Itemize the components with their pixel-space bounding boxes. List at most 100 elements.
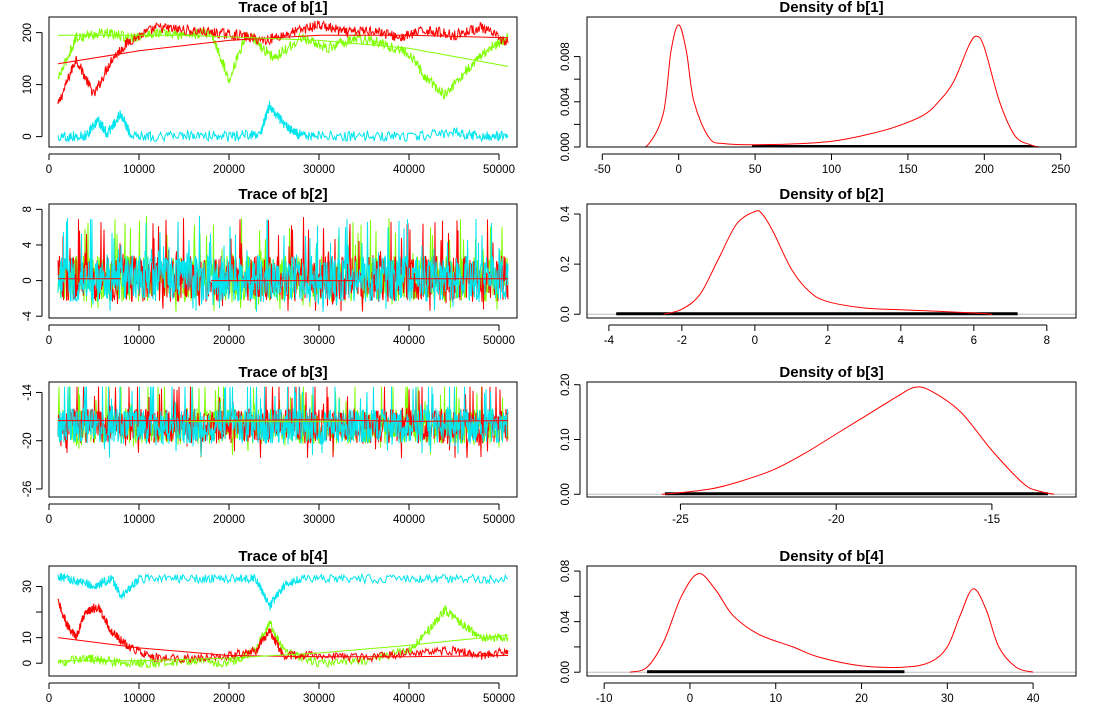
panel-title: Trace of b[3]	[238, 364, 327, 381]
x-tick-label: 10000	[123, 164, 155, 176]
x-tick-label: -2	[677, 335, 687, 347]
x-tick-label: 20	[855, 693, 868, 705]
x-tick-label: -4	[604, 335, 615, 347]
y-tick-label: 0.2	[560, 256, 572, 272]
plot-area	[57, 215, 509, 313]
x-tick-label: -20	[828, 514, 845, 526]
x-tick-label: 10000	[123, 693, 155, 705]
plot-area	[57, 386, 509, 459]
x-tick-label: 0	[46, 693, 52, 705]
y-tick-label: 0.04	[560, 610, 572, 633]
y-tick-label: 0.4	[560, 205, 572, 222]
density-rug	[752, 145, 1034, 147]
x-tick-label: 0	[687, 693, 693, 705]
x-tick-label: 10	[769, 693, 782, 705]
x-tick-label: 0	[46, 164, 52, 176]
x-tick-label: 40000	[393, 164, 425, 176]
y-tick-label: 0.20	[560, 374, 572, 396]
panel-7: Trace of b[4] 0 10000 20000 30000 40000 50000 0…	[22, 548, 518, 705]
x-tick-label: 250	[1051, 164, 1070, 176]
x-tick-label: 30000	[303, 693, 335, 705]
y-tick-label: -26	[22, 481, 34, 498]
panel-title: Trace of b[1]	[238, 0, 327, 16]
x-tick-label: 30	[941, 693, 954, 705]
panel-frame	[586, 381, 1077, 498]
y-tick-label: 0.008	[560, 42, 572, 71]
panel-3: Trace of b[2] 0 10000 20000 30000 40000 50000 -…	[22, 186, 518, 347]
trend-line-1	[57, 637, 509, 658]
x-tick-label: 20000	[213, 164, 245, 176]
density-curve	[663, 210, 993, 315]
panel-1: Trace of b[1] 0 10000 20000 30000 40000 50000 0…	[22, 0, 518, 176]
plot-area	[57, 572, 509, 669]
y-tick-label: 10	[22, 631, 34, 644]
x-tick-label: 20000	[213, 514, 245, 526]
x-tick-label: 10000	[123, 514, 155, 526]
density-curve	[661, 386, 1055, 495]
trace-chain-3	[57, 386, 509, 458]
trace-series-1	[57, 19, 509, 105]
density-rug	[664, 492, 1048, 496]
x-tick-label: 200	[975, 164, 994, 176]
x-tick-label: 0	[46, 335, 52, 347]
x-tick-label: 40000	[393, 693, 425, 705]
y-tick-label: -14	[22, 384, 34, 401]
density-curve	[629, 573, 1034, 673]
y-tick-label: 8	[22, 206, 34, 212]
trend-line-2	[58, 34, 509, 67]
y-tick-label: 0.00	[560, 483, 572, 505]
panel-title: Trace of b[2]	[238, 186, 327, 203]
y-tick-label: 0	[22, 660, 34, 666]
x-tick-label: 10000	[123, 335, 155, 347]
trace-series-1	[57, 598, 509, 664]
x-tick-label: 50000	[483, 514, 515, 526]
panel-frame	[48, 16, 518, 148]
x-tick-label: 8	[1044, 335, 1050, 347]
y-tick-label: 0.00	[560, 661, 572, 683]
x-tick-label: -10	[596, 693, 613, 705]
y-tick-label: 0.10	[560, 428, 572, 450]
density-curve	[635, 24, 1040, 147]
panel-frame	[586, 565, 1077, 677]
panel-title: Trace of b[4]	[238, 548, 327, 565]
y-tick-label: 4	[22, 241, 34, 248]
x-tick-label: -15	[984, 514, 1001, 526]
x-tick-label: 30000	[303, 514, 335, 526]
panel-frame	[48, 381, 518, 498]
trace-series-3	[57, 101, 509, 143]
x-tick-label: 40	[1027, 693, 1040, 705]
x-tick-label: 100	[822, 164, 841, 176]
y-tick-label: 100	[22, 75, 34, 94]
y-tick-label: 30	[22, 580, 34, 593]
x-tick-label: 40000	[393, 335, 425, 347]
x-tick-label: 150	[898, 164, 917, 176]
plot-area	[57, 19, 509, 143]
y-tick-label: 0	[22, 277, 34, 283]
x-tick-label: 0	[46, 514, 52, 526]
panel-4: Density of b[2] -4 -2 0 2 4 6 8 0.0 0.2 0.4	[560, 186, 1077, 347]
plot-area	[587, 386, 1076, 496]
panel-frame	[586, 16, 1077, 148]
x-tick-label: 50000	[483, 693, 515, 705]
x-tick-label: 0	[675, 164, 681, 176]
x-tick-label: 6	[971, 335, 977, 347]
trend-line-1	[58, 419, 509, 422]
x-tick-label: -50	[594, 164, 611, 176]
y-tick-label: 0.004	[560, 87, 572, 116]
y-tick-label: 0.000	[560, 133, 572, 162]
trace-series-3	[57, 572, 509, 611]
x-tick-label: 50000	[483, 164, 515, 176]
y-tick-label: 0.08	[560, 560, 572, 582]
plot-area	[587, 573, 1076, 674]
x-tick-label: 50	[749, 164, 762, 176]
y-tick-label: 200	[22, 23, 34, 42]
plot-area	[587, 210, 1076, 316]
panel-8: Density of b[4] -10 0 10 20 30 40 0.00 0.04 0.08	[560, 548, 1077, 705]
x-tick-label: -25	[672, 514, 689, 526]
x-tick-label: 40000	[393, 514, 425, 526]
x-tick-label: 20000	[213, 335, 245, 347]
density-rug	[616, 312, 1018, 316]
panel-title: Density of b[3]	[779, 364, 883, 381]
y-tick-label: -20	[22, 432, 34, 449]
